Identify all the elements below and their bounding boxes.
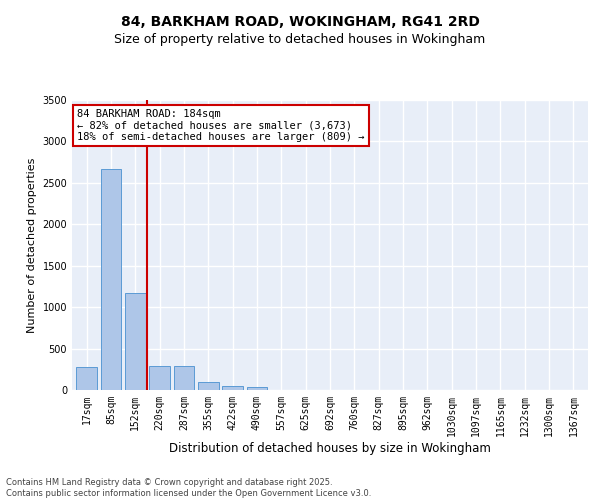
Bar xyxy=(125,293,146,390)
Bar xyxy=(149,366,170,390)
X-axis label: Distribution of detached houses by size in Wokingham: Distribution of detached houses by size … xyxy=(169,442,491,454)
Bar xyxy=(76,367,97,390)
Y-axis label: Number of detached properties: Number of detached properties xyxy=(27,158,37,332)
Bar xyxy=(222,386,243,390)
Text: Size of property relative to detached houses in Wokingham: Size of property relative to detached ho… xyxy=(115,32,485,46)
Text: Contains HM Land Registry data © Crown copyright and database right 2025.
Contai: Contains HM Land Registry data © Crown c… xyxy=(6,478,371,498)
Bar xyxy=(101,169,121,390)
Text: 84, BARKHAM ROAD, WOKINGHAM, RG41 2RD: 84, BARKHAM ROAD, WOKINGHAM, RG41 2RD xyxy=(121,15,479,29)
Bar xyxy=(198,382,218,390)
Text: 84 BARKHAM ROAD: 184sqm
← 82% of detached houses are smaller (3,673)
18% of semi: 84 BARKHAM ROAD: 184sqm ← 82% of detache… xyxy=(77,108,365,142)
Bar xyxy=(173,366,194,390)
Bar xyxy=(247,387,268,390)
